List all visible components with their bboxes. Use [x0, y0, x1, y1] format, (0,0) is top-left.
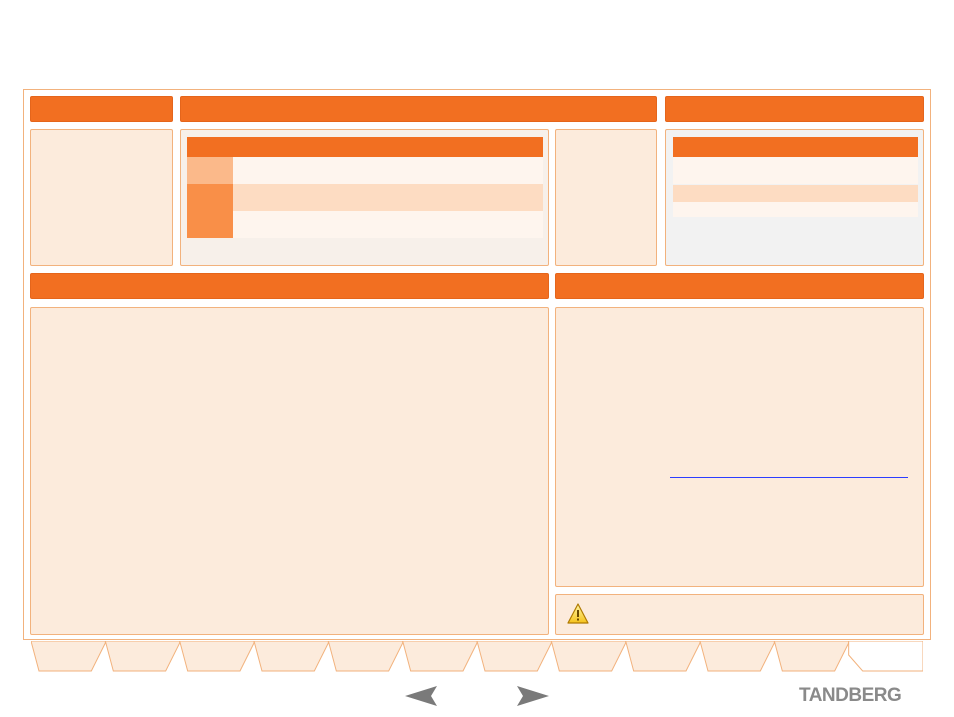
tab-12[interactable] [848, 641, 923, 672]
tab-9[interactable] [625, 641, 701, 672]
tab-strip [31, 641, 923, 672]
warning-triangle-icon [566, 602, 590, 631]
tab-3[interactable] [179, 641, 255, 672]
right-header [665, 96, 924, 122]
warning-panel [555, 594, 924, 635]
table-row[interactable] [187, 157, 543, 184]
tab-1[interactable] [31, 641, 106, 672]
right-panel [665, 129, 924, 266]
main-panel [180, 129, 549, 266]
table-row[interactable] [673, 202, 918, 217]
tab-7[interactable] [476, 641, 552, 672]
main-header-title [181, 102, 189, 116]
table-cell-key [187, 184, 233, 211]
main-header [180, 96, 657, 122]
main-table-header [187, 137, 543, 157]
table-row[interactable] [673, 157, 918, 184]
side-panel [555, 129, 657, 266]
tab-6[interactable] [402, 641, 478, 672]
table-cell-value [233, 184, 543, 211]
arrow-left-icon[interactable] [405, 686, 437, 711]
description-panel [30, 307, 549, 635]
tab-11[interactable] [773, 641, 850, 672]
tab-5[interactable] [327, 641, 404, 672]
tab-2[interactable] [104, 641, 181, 672]
table-row[interactable] [187, 184, 543, 211]
table-cell-value [233, 157, 543, 184]
table-row[interactable] [673, 185, 918, 202]
bottom-right-header-title [556, 279, 564, 293]
right-header-title [666, 102, 674, 116]
overview-header [30, 96, 173, 122]
table-row[interactable] [187, 211, 543, 238]
overview-panel [30, 129, 173, 266]
bottom-right-header [555, 273, 924, 299]
tab-8[interactable] [550, 641, 627, 672]
brand-logo: TANDBERG [799, 685, 902, 706]
bottom-left-header-title [31, 279, 39, 293]
table-cell-value [233, 211, 543, 238]
overview-header-title [31, 102, 39, 116]
right-table-header [673, 137, 918, 157]
arrow-right-icon[interactable] [517, 686, 549, 711]
table-cell-key [187, 157, 233, 184]
details-link-underline[interactable] [670, 477, 908, 478]
bottom-left-header [30, 273, 549, 299]
tab-4[interactable] [253, 641, 329, 672]
table-cell-key [187, 211, 233, 238]
details-panel [555, 307, 924, 587]
tab-10[interactable] [699, 641, 775, 672]
